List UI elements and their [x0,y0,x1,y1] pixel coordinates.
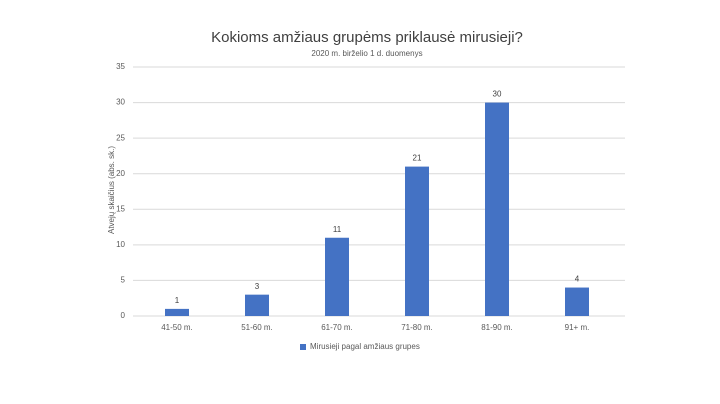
y-tick-label: 35 [116,62,125,71]
data-label: 3 [255,282,260,291]
x-tick-label: 91+ m. [565,323,590,332]
y-tick-label: 15 [116,204,125,213]
data-label: 21 [413,154,422,163]
chart-subtitle: 2020 m. birželio 1 d. duomenys [311,49,422,58]
legend-label: Mirusieji pagal amžiaus grupes [310,342,420,351]
x-tick-label: 71-80 m. [401,323,433,332]
y-tick-label: 20 [116,169,125,178]
data-label: 30 [493,90,502,99]
data-label: 1 [175,296,180,305]
y-tick-label: 10 [116,240,125,249]
y-tick-label: 0 [121,311,126,320]
x-tick-label: 81-90 m. [481,323,513,332]
bar [565,287,589,316]
data-label: 4 [575,275,580,284]
x-tick-label: 41-50 m. [161,323,193,332]
bar [485,102,509,316]
bar [245,294,269,316]
y-axis-label: Atvejų skaičius (abs. sk.) [107,146,116,234]
y-tick-label: 25 [116,133,125,142]
bar [405,166,429,316]
x-tick-label: 51-60 m. [241,323,273,332]
legend-swatch [300,344,306,350]
y-tick-label: 30 [116,98,125,107]
chart-title: Kokioms amžiaus grupėms priklausė mirusi… [211,29,523,46]
bar [325,237,349,316]
y-tick-label: 5 [121,276,126,285]
x-tick-label: 61-70 m. [321,323,353,332]
data-label: 11 [333,225,342,234]
bar [165,308,189,316]
